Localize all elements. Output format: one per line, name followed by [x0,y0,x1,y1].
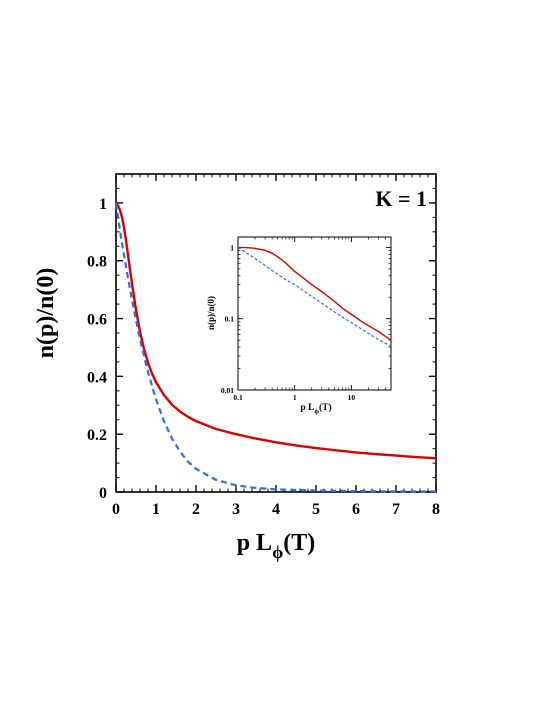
main-y-tick-label: 0.4 [87,369,107,386]
inset-chart: 0.1 1 100.010.11 n(p)/n(0) p Lϕ(T) [206,236,392,416]
main-y-tick-label: 0.8 [87,254,107,271]
inset-series-solid-line [237,246,392,341]
main-y-tick-label: 1 [99,196,107,213]
main-x-axis-label-sub: ϕ [272,542,283,562]
main-x-tick-label: 2 [192,501,200,518]
main-x-tick-label: 6 [352,501,360,518]
inset-axis-ticks: 0.1 1 100.010.11 [221,237,392,402]
main-x-tick-label: 4 [272,501,280,518]
inset-series-dashed-line [237,246,392,347]
main-series-solid-line [115,202,437,460]
inset-y-tick-label: 0.01 [221,386,234,395]
main-x-tick-label: 7 [392,501,400,518]
main-y-tick-label: 0.2 [87,427,107,444]
main-annotation: K = 1 [375,186,427,211]
inset-x-tick-label: 0.1 [233,393,243,402]
main-x-axis-label: p Lϕ(T) [237,530,316,562]
main-x-tick-label: 1 [152,501,160,518]
inset-x-axis-label-tail: (T) [319,402,332,413]
main-x-tick-label: 5 [312,501,320,518]
main-series-group [114,202,437,493]
main-y-tick-label: 0.6 [87,312,107,329]
main-axis-ticks: 0 1 2 3 4 5 6 7 8 0 0.2 0.4 0.6 0.8 1 [87,174,440,518]
main-series-dashed-line [114,202,436,493]
inset-x-axis-label-sub: ϕ [314,407,319,416]
inset-y-tick-label: 1 [230,243,234,252]
main-x-axis-label-tail: (T) [283,530,315,556]
inset-plot-background [238,237,391,390]
inset-x-axis-label-main: p L [300,403,314,413]
main-x-tick-label: 3 [232,501,240,518]
inset-series-group [237,246,392,347]
main-x-axis-label-main: p L [237,530,272,556]
inset-y-axis-label: n(p)/n(0) [206,296,216,330]
inset-plot-frame [237,236,392,391]
inset-y-tick-label: 0.1 [225,315,235,324]
main-x-tick-label: 0 [112,501,120,518]
inset-x-tick-label: 1 [293,393,297,402]
main-y-tick-label: 0 [99,485,107,502]
main-y-axis-label: n(p)/n(0) [33,268,59,359]
inset-x-tick-label: 10 [348,393,356,402]
main-x-tick-label: 8 [432,501,440,518]
inset-x-axis-label: p Lϕ(T) [300,402,331,416]
main-chart: 0 1 2 3 4 5 6 7 800.20.40.60.81 K = 1 n(p)/n(0) … [33,173,440,562]
